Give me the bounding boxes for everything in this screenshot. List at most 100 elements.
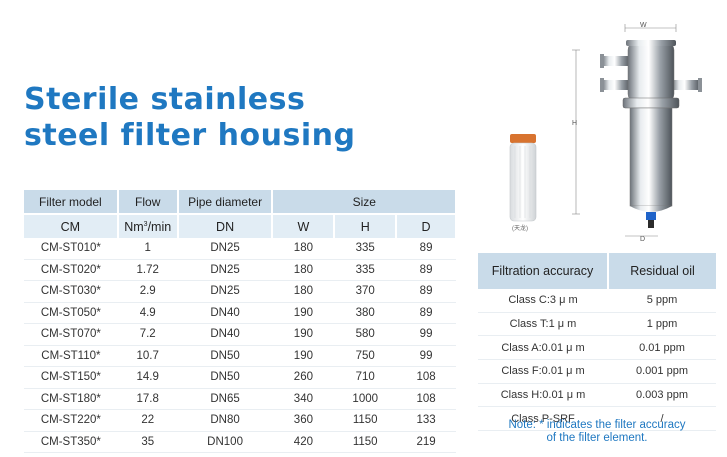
table-row: CM-ST220* 22 DN80 360 1150 133	[24, 409, 456, 432]
table-cell: CM-ST350*	[24, 431, 118, 453]
table-cell: 1150	[334, 409, 397, 432]
table-row: CM-ST010* 1 DN25 180 335 89	[24, 238, 456, 260]
dimension-h-label: H	[572, 120, 578, 127]
table-row: Class F:0.01 μ m 0.001 ppm	[478, 359, 716, 384]
table-cell: 335	[334, 238, 397, 260]
table-row: CM-ST070* 7.2 DN40 190 580 99	[24, 323, 456, 346]
table-cell: 133	[396, 409, 456, 432]
header-filter-model: Filter model	[24, 190, 119, 214]
table-cell: CM-ST150*	[24, 366, 118, 389]
unit-w: W	[272, 213, 336, 238]
footnote-line-1: Note: * indicates the filter accuracy	[508, 419, 686, 431]
table-cell: 2.9	[117, 280, 178, 303]
table-cell: 580	[334, 323, 397, 346]
table-cell: 340	[272, 388, 335, 410]
table-cell: 108	[396, 388, 456, 410]
table-cell: DN25	[177, 280, 273, 303]
table-row: CM-ST050* 4.9 DN40 190 380 89	[24, 302, 456, 324]
superscript: 3	[143, 220, 148, 228]
table-cell: 1	[117, 238, 178, 260]
table-cell: 89	[396, 302, 456, 324]
table-cell: 99	[396, 345, 456, 367]
unit-h: H	[334, 213, 398, 238]
table-cell: 1 ppm	[608, 312, 716, 337]
table-cell: 1150	[334, 431, 397, 453]
table-cell: CM-ST110*	[24, 345, 118, 367]
table-cell: 190	[272, 302, 335, 324]
table-cell: DN25	[177, 259, 273, 281]
table-cell: 4.9	[117, 302, 178, 324]
table-cell: DN50	[177, 345, 273, 367]
table-row: CM-ST110* 10.7 DN50 190 750 99	[24, 345, 456, 367]
page-title: Sterile stainless steel filter housing	[24, 82, 355, 154]
table-cell: 1.72	[117, 259, 178, 281]
cartridge-label: (天龙)	[512, 226, 528, 232]
unit-dn: DN	[177, 213, 274, 238]
title-line-2: steel filter housing	[24, 118, 356, 153]
table-cell: CM-ST030*	[24, 280, 118, 303]
table-cell: 190	[272, 345, 335, 367]
table-cell: 22	[117, 409, 178, 432]
table-cell: 99	[396, 323, 456, 346]
table-cell: 89	[396, 259, 456, 281]
table-cell: DN50	[177, 366, 273, 389]
table-cell: 370	[334, 280, 397, 303]
table-row: CM-ST150* 14.9 DN50 260 710 108	[24, 366, 456, 389]
table-cell: 420	[272, 431, 335, 453]
table-cell: 750	[334, 345, 397, 367]
unit-cm: CM	[24, 213, 119, 238]
table-cell: Class H:0.01 μ m	[478, 383, 608, 408]
table-cell: Class F:0.01 μ m	[478, 359, 608, 384]
table-cell: DN65	[177, 388, 273, 410]
table-cell: 89	[396, 238, 456, 260]
table-cell: Class C:3 μ m	[478, 289, 608, 313]
spec-table: Filter model Flow Pipe diameter Size CM …	[24, 190, 457, 453]
table-cell: 260	[272, 366, 335, 389]
table-cell: 5 ppm	[608, 289, 716, 313]
table-cell: 335	[334, 259, 397, 281]
header-residual-oil: Residual oil	[608, 253, 716, 289]
dimension-w-label: W	[640, 22, 647, 29]
table-row: Class A:0.01 μ m 0.01 ppm	[478, 335, 716, 361]
table-cell: 360	[272, 409, 335, 432]
table-row: CM-ST020* 1.72 DN25 180 335 89	[24, 259, 456, 281]
table-cell: CM-ST050*	[24, 302, 118, 324]
table-cell: 0.01 ppm	[608, 335, 716, 361]
dimension-d-label: D	[640, 236, 646, 243]
header-filtration-accuracy: Filtration accuracy	[478, 253, 609, 289]
table-row: Class H:0.01 μ m 0.003 ppm	[478, 383, 716, 408]
table-cell: 180	[272, 259, 335, 281]
table-cell: CM-ST220*	[24, 409, 118, 432]
footnote-line-2: of the filter element.	[546, 432, 648, 444]
product-illustration	[509, 24, 702, 237]
table-cell: 219	[396, 431, 456, 453]
table-cell: CM-ST010*	[24, 238, 118, 260]
table-cell: 10.7	[117, 345, 178, 367]
table-cell: 0.001 ppm	[608, 359, 716, 384]
table-cell: CM-ST180*	[24, 388, 118, 410]
table-row: CM-ST180* 17.8 DN65 340 1000 108	[24, 388, 456, 410]
table-cell: 7.2	[117, 323, 178, 346]
table-cell: /	[608, 406, 716, 432]
title-line-1: Sterile stainless	[24, 82, 306, 117]
filter-housing	[600, 40, 702, 228]
table-cell: 14.9	[117, 366, 178, 389]
table-row: CM-ST030* 2.9 DN25 180 370 89	[24, 280, 456, 303]
table-row: Class P-SRF /	[478, 406, 716, 432]
table-cell: 17.8	[117, 388, 178, 410]
footnote: Note: * indicates the filter accuracy of…	[478, 419, 716, 445]
header-flow: Flow	[117, 190, 179, 214]
table-cell: 180	[272, 280, 335, 303]
filtration-table: Filtration accuracy Residual oil Class C…	[478, 253, 716, 432]
table-cell: 1000	[334, 388, 397, 410]
table-row: CM-ST350* 35 DN100 420 1150 219	[24, 431, 456, 453]
table-cell: DN100	[177, 431, 273, 453]
unit-d: D	[396, 213, 457, 238]
table-cell: DN40	[177, 302, 273, 324]
table-cell: DN25	[177, 238, 273, 260]
table-cell: 35	[117, 431, 178, 453]
table-cell: 180	[272, 238, 335, 260]
table-cell: 0.003 ppm	[608, 383, 716, 408]
